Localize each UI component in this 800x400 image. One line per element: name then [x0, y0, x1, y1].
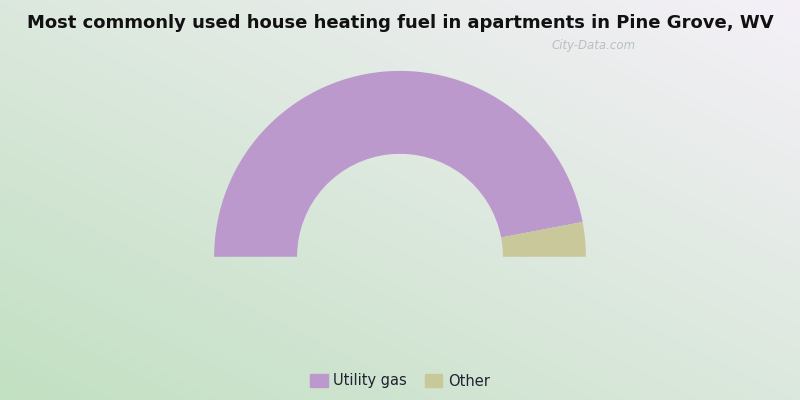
Legend: Utility gas, Other: Utility gas, Other [304, 368, 496, 394]
Wedge shape [214, 71, 582, 257]
Text: City-Data.com: City-Data.com [552, 40, 636, 52]
Text: Most commonly used house heating fuel in apartments in Pine Grove, WV: Most commonly used house heating fuel in… [26, 14, 774, 32]
Wedge shape [501, 222, 586, 257]
